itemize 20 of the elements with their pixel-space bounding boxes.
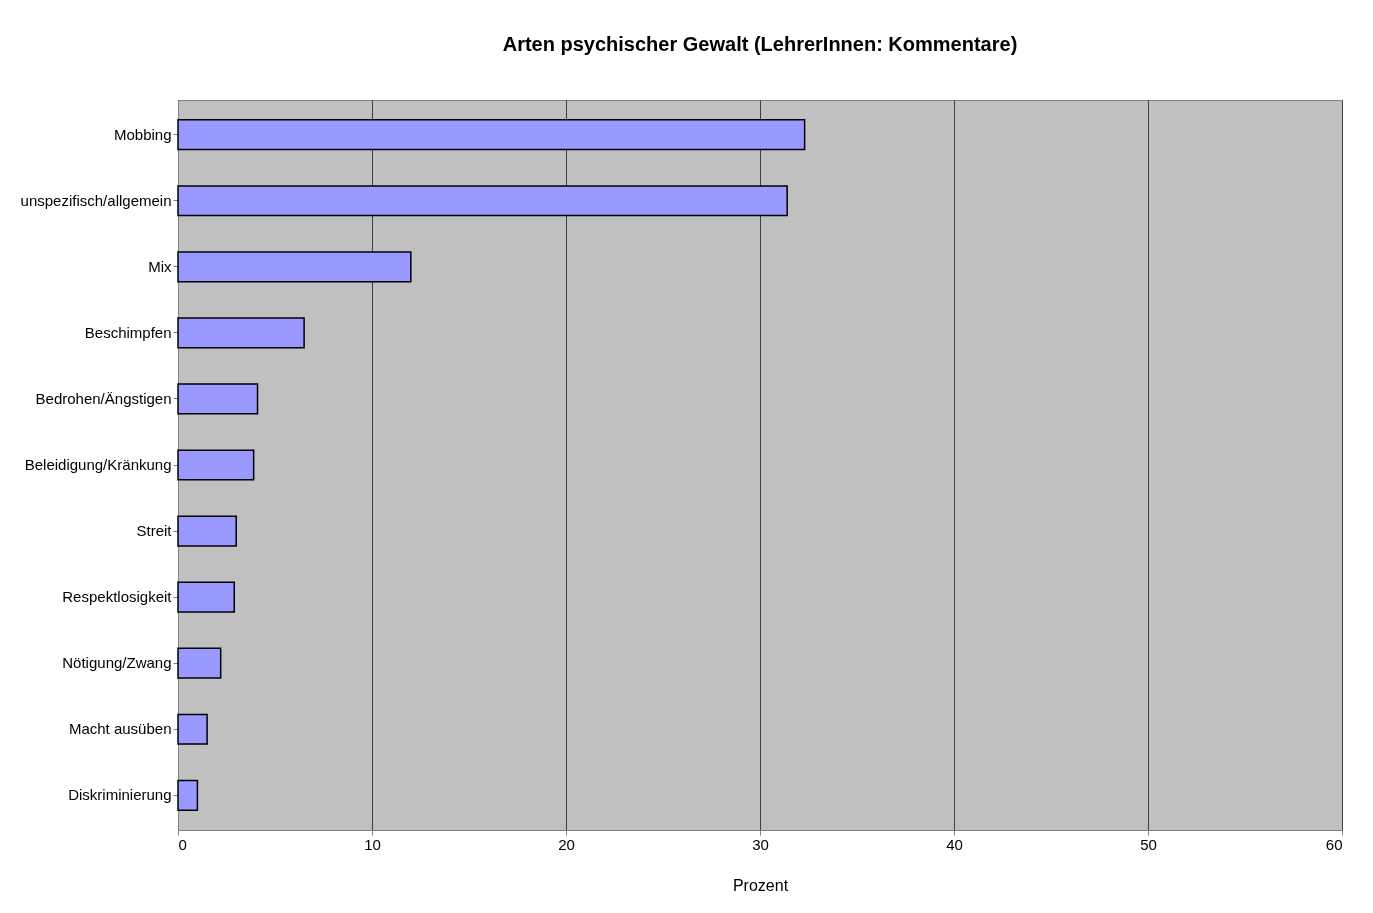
x-tick-label: 0 [178,835,187,853]
y-tick-label: Diskriminierung [68,786,172,804]
y-tick-label: Bedrohen/Ängstigen [35,389,172,407]
y-tick-label: Beleidigung/Kränkung [24,456,172,473]
x-tick-label: 10 [364,835,381,853]
y-tick-label: Respektlosigkeit [62,588,173,606]
x-tick-label: 30 [752,835,769,853]
x-axis-title: Prozent [732,876,789,894]
chart-title: Arten psychischer Gewalt (LehrerInnen: Kommentare) [502,33,1018,55]
y-tick-label: Beschimpfen [84,323,172,341]
y-tick-label: Streit [136,522,173,540]
x-tick-label: 50 [1140,835,1157,853]
y-tick-label: Mobbing [113,125,172,143]
y-tick-label: Nötigung/Zwang [62,654,172,672]
x-tick-label: 60 [1325,835,1343,853]
x-tick-label: 20 [558,835,575,853]
x-tick-label: 40 [946,835,963,853]
y-tick-label: unspezifisch/allgemein [20,191,172,209]
y-tick-label: Macht ausüben [68,720,172,738]
y-tick-label: Mix [148,257,172,275]
